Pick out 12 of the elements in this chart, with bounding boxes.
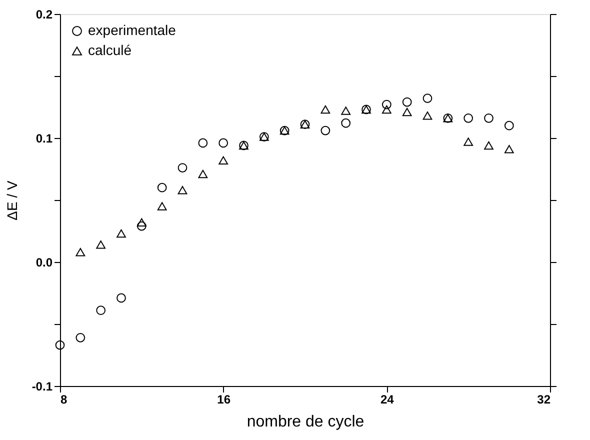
y-tick-label: 0.1: [36, 132, 53, 146]
y-axis-title: ΔE / V: [4, 180, 20, 220]
y-tick-label: -0.1: [32, 380, 53, 394]
y-tick-label: 0.0: [36, 256, 53, 270]
x-tick-label: 16: [217, 392, 231, 406]
x-tick-label: 8: [60, 392, 68, 406]
x-axis-title: nombre de cycle: [246, 414, 364, 430]
x-tick-label: 24: [380, 392, 394, 406]
y-tick-label: 0.2: [36, 8, 53, 22]
legend-label: calculé: [88, 42, 132, 58]
legend-label: experimentale: [88, 22, 176, 38]
x-tick-label: 32: [537, 392, 551, 406]
